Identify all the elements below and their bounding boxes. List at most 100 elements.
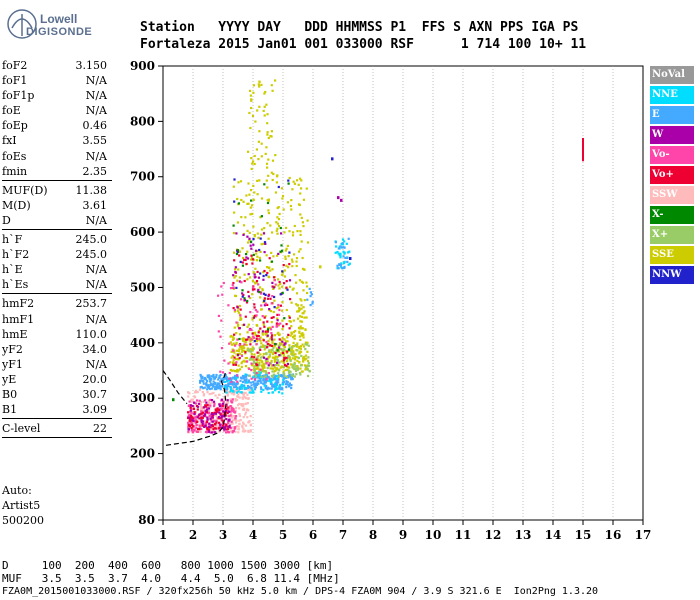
echo-point [202,400,205,403]
echo-point [244,391,247,394]
echo-point [210,375,213,378]
echo-point [202,387,205,390]
echo-point [187,421,190,424]
echo-point [220,378,223,381]
echo-point [273,299,276,302]
echo-point [262,377,265,380]
echo-point [292,331,295,334]
echo-point [235,342,238,346]
echo-point [253,281,257,284]
echo-point [269,344,272,347]
echo-point [287,266,290,269]
echo-point [204,404,207,407]
echo-point [337,196,340,200]
echo-point [217,378,220,381]
echo-point [271,268,274,271]
echo-point [246,235,249,238]
echo-point [234,430,237,433]
param-name: fmin [2,164,28,178]
echo-point [241,323,244,327]
echo-point [279,347,282,350]
x-tick-label: 1 [159,528,167,542]
echo-point [245,301,249,304]
echo-point [294,329,297,333]
echo-point [201,420,205,423]
echo-point [273,345,276,348]
echo-point [244,413,247,416]
echo-point [204,422,207,425]
echo-point [302,345,306,348]
echo-point [206,408,209,411]
auto-label: Auto: [2,484,32,497]
echo-point [199,379,202,382]
echo-point [252,383,255,386]
echo-point [218,411,221,414]
echo-point [298,350,301,353]
echo-point [292,341,295,344]
echo-point [279,304,282,307]
echo-point [222,414,225,418]
echo-point [249,94,252,97]
echo-point [207,399,210,402]
echo-point [263,316,266,319]
echo-point [277,364,280,367]
echo-point [277,377,280,380]
echo-point [206,404,209,407]
echo-point [196,390,199,394]
echo-point [297,203,301,206]
echo-point [207,401,211,404]
echo-point [260,197,264,200]
echo-point [261,345,265,348]
echo-point [286,383,289,386]
echo-point [257,351,260,354]
echo-point [191,398,194,401]
echo-point [251,258,254,261]
y-tick-label: 800 [130,114,155,128]
echo-point [238,396,241,399]
echo-point [251,286,255,289]
echo-point [220,416,223,419]
echo-point [259,368,262,371]
echo-point [230,350,233,353]
echo-point [267,275,270,278]
echo-point [300,280,303,283]
echo-point [222,410,225,413]
echo-point [256,290,260,293]
echo-point [243,407,246,410]
echo-point [207,407,211,410]
echo-point [277,252,280,255]
echo-point [187,430,190,433]
echo-point [283,275,287,278]
echo-point [343,262,346,265]
echo-point [258,368,261,371]
echo-point [230,420,233,423]
echo-point [283,231,286,234]
echo-point [307,364,310,367]
echo-point [277,369,281,372]
echo-point [300,307,303,310]
echo-point [268,379,271,382]
echo-point [197,402,201,405]
echo-point [239,379,242,382]
param-value: N/A [85,213,107,227]
echo-point [281,365,284,368]
echo-point [233,383,236,386]
echo-point [256,270,259,273]
echo-point [193,411,196,414]
echo-point [202,379,205,382]
echo-point [257,335,260,338]
echo-point [300,240,303,243]
param-row: fmin 2.35 [2,164,109,179]
echo-point [276,222,279,225]
echo-point [276,174,279,177]
echo-point [241,261,244,264]
echo-point [235,377,238,380]
echo-point [220,398,224,401]
echo-point [254,375,258,378]
echo-point [297,367,300,370]
echo-point [249,89,252,92]
echo-point [340,198,343,202]
echo-point [274,79,277,82]
echo-point [233,351,236,354]
echo-point [295,369,298,373]
